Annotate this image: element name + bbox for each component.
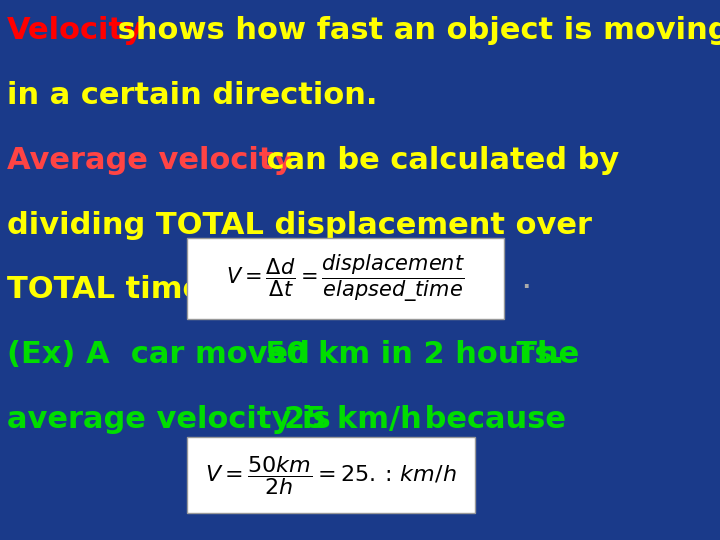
Text: can be calculated by: can be calculated by <box>256 146 619 175</box>
Text: Average velocity: Average velocity <box>7 146 294 175</box>
Text: 50 km in 2 hours.: 50 km in 2 hours. <box>265 340 564 369</box>
Text: dividing TOTAL displacement over: dividing TOTAL displacement over <box>7 211 593 240</box>
Text: because: because <box>414 405 566 434</box>
Text: .: . <box>520 261 531 295</box>
Text: $V = \dfrac{\Delta d}{\Delta t} = \dfrac{displacement}{elapsed\_time}$: $V = \dfrac{\Delta d}{\Delta t} = \dfrac… <box>226 252 465 304</box>
Text: $V = \dfrac{50km}{2h} = 25.: \, km/h$: $V = \dfrac{50km}{2h} = 25.: \, km/h$ <box>205 454 457 497</box>
Text: TOTAL time.: TOTAL time. <box>7 275 215 305</box>
Text: The: The <box>495 340 580 369</box>
FancyBboxPatch shape <box>187 238 504 319</box>
FancyBboxPatch shape <box>187 437 475 513</box>
Text: in a certain direction.: in a certain direction. <box>7 81 378 110</box>
Text: (Ex) A  car moved: (Ex) A car moved <box>7 340 320 369</box>
Text: shows how fast an object is moving: shows how fast an object is moving <box>107 16 720 45</box>
Text: average velocity is: average velocity is <box>7 405 341 434</box>
Text: Velocity: Velocity <box>7 16 144 45</box>
Text: 25 km/h: 25 km/h <box>284 405 422 434</box>
